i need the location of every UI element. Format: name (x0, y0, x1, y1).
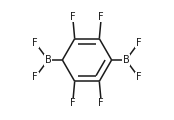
Text: F: F (136, 72, 142, 82)
Text: F: F (32, 72, 38, 82)
Text: B: B (122, 55, 129, 65)
Text: F: F (32, 38, 38, 48)
Text: B: B (45, 55, 52, 65)
Text: F: F (136, 38, 142, 48)
Text: F: F (98, 98, 104, 108)
Text: F: F (70, 98, 76, 108)
Text: F: F (70, 12, 76, 22)
Text: F: F (98, 12, 104, 22)
